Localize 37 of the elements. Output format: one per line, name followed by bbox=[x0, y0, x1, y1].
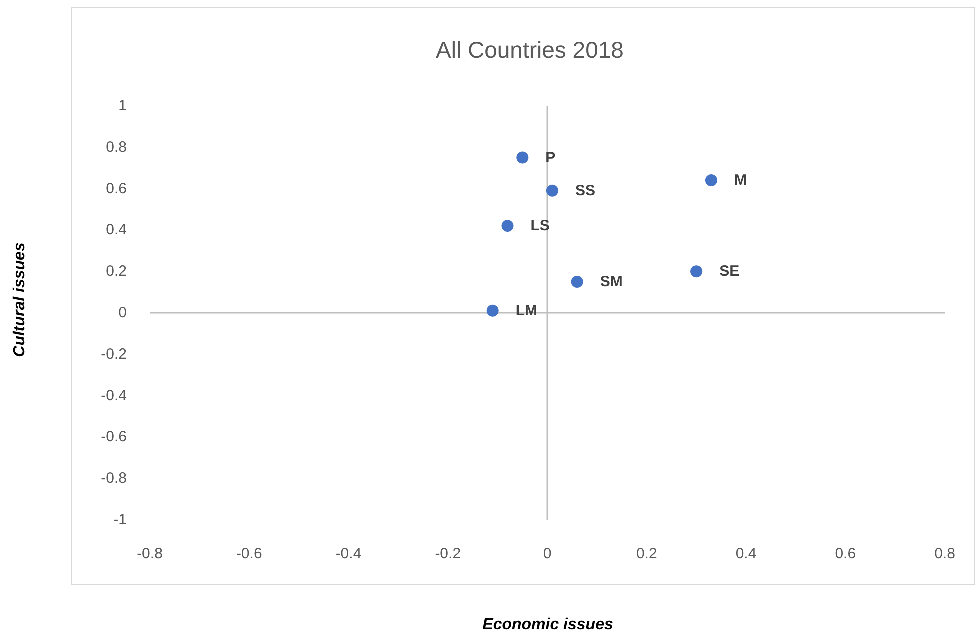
annotation: SS bbox=[575, 182, 596, 200]
y-tick-label: -0.6 bbox=[101, 428, 127, 446]
x-tick-label: -0.6 bbox=[236, 546, 262, 562]
point bbox=[486, 304, 499, 317]
x-tick-label: -0.4 bbox=[336, 546, 362, 562]
point bbox=[690, 266, 703, 278]
x-tick-label: 0.6 bbox=[835, 546, 856, 562]
y-tick-label: 0 bbox=[118, 304, 127, 322]
point bbox=[571, 276, 584, 288]
y-tick-label: -0.4 bbox=[101, 387, 127, 404]
x-tick-label: 0.4 bbox=[736, 546, 757, 562]
x-tick-label: 0.8 bbox=[934, 546, 956, 562]
y-tick-label: 0.8 bbox=[106, 138, 127, 156]
point bbox=[502, 220, 514, 232]
y-tick-label: -0.8 bbox=[101, 470, 127, 488]
annotation: SM bbox=[600, 273, 623, 290]
x-tick-label: 0.2 bbox=[636, 546, 658, 562]
point bbox=[516, 152, 529, 164]
y-tick-label: -0.2 bbox=[101, 346, 127, 363]
x-tick-label: 0 bbox=[543, 546, 552, 562]
chart-title: All Countries 2018 bbox=[436, 37, 624, 63]
annotation: SE bbox=[720, 263, 740, 280]
y-tick-label: 0.6 bbox=[106, 180, 127, 198]
y-tick-label: 0.4 bbox=[106, 222, 127, 239]
x-tick-label: -0.2 bbox=[435, 546, 462, 562]
x-axis-title: Economic issues bbox=[482, 616, 614, 634]
annotation: P bbox=[546, 149, 556, 166]
x-tick-label: -0.8 bbox=[137, 546, 163, 562]
y-tick-label: 1 bbox=[118, 98, 127, 114]
point bbox=[705, 174, 718, 187]
y-tick-label: -1 bbox=[114, 512, 127, 528]
y-axis-title: Cultural issues bbox=[12, 242, 28, 358]
point bbox=[546, 184, 558, 197]
annotation: M bbox=[734, 172, 747, 190]
annotation: LM bbox=[516, 302, 538, 320]
annotation: LS bbox=[530, 218, 550, 235]
y-tick-label: 0.2 bbox=[106, 263, 127, 280]
